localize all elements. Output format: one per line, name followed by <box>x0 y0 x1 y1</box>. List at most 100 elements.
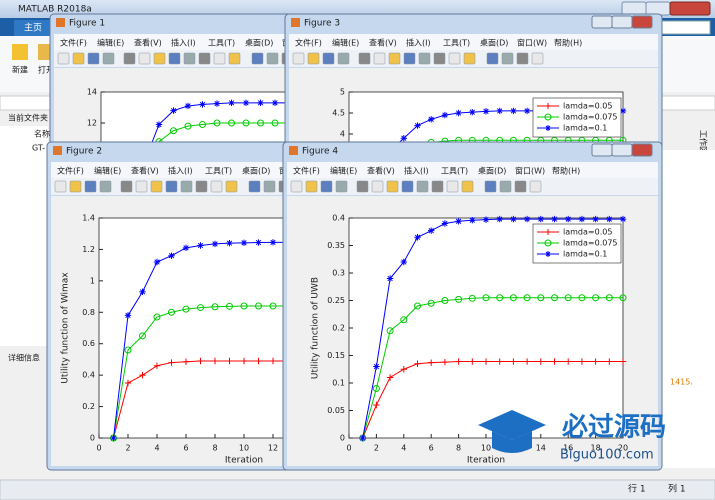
toolbar-icon[interactable] <box>531 52 544 65</box>
toolbar-icon[interactable] <box>165 180 178 193</box>
toolbar-icon[interactable] <box>135 180 148 193</box>
menu-item[interactable]: 工具(T) <box>205 167 232 176</box>
toolbar-icon[interactable] <box>150 180 163 193</box>
toolbar-icon[interactable] <box>198 52 211 65</box>
toolbar-icon[interactable] <box>337 52 350 65</box>
toolbar-icon[interactable] <box>183 52 196 65</box>
toolbar-icon[interactable] <box>486 52 499 65</box>
toolbar-icon[interactable] <box>290 180 303 193</box>
toolbar-icon[interactable] <box>120 180 133 193</box>
toolbar-icon[interactable] <box>225 180 238 193</box>
toolbar-icon[interactable] <box>322 52 335 65</box>
toolbar-icon[interactable] <box>305 180 318 193</box>
close-button[interactable] <box>631 15 653 29</box>
toolbar-icon[interactable] <box>320 180 333 193</box>
toolbar-icon[interactable] <box>463 52 476 65</box>
minimize-button[interactable] <box>621 1 647 16</box>
menu-item[interactable]: 编辑(E) <box>94 166 121 176</box>
toolbar-icon[interactable] <box>529 180 542 193</box>
toolbar-icon[interactable] <box>373 52 386 65</box>
menu-item[interactable]: 插入(I) <box>171 38 196 48</box>
toolbar-icon[interactable] <box>446 180 459 193</box>
toolbar-icon[interactable] <box>386 180 399 193</box>
menu-item[interactable]: 窗口(W) <box>517 38 547 48</box>
toolbar-icon[interactable] <box>371 180 384 193</box>
toolbar-icon[interactable] <box>448 52 461 65</box>
maximize-button[interactable] <box>611 143 633 157</box>
menu-item[interactable]: 文件(F) <box>293 166 320 176</box>
menu-item[interactable]: 插入(I) <box>404 166 429 176</box>
toolbar-icon[interactable] <box>263 180 276 193</box>
maximize-button[interactable] <box>645 1 671 16</box>
toolbar-icon[interactable] <box>516 52 529 65</box>
menu-item[interactable]: 工具(T) <box>208 39 235 48</box>
toolbar-icon[interactable] <box>499 180 512 193</box>
toolbar-icon[interactable] <box>99 180 112 193</box>
menu-item[interactable]: 工具(T) <box>443 39 470 48</box>
toolbar-icon[interactable] <box>102 52 115 65</box>
toolbar-icon[interactable] <box>461 180 474 193</box>
menu-item[interactable]: 编辑(E) <box>332 38 359 48</box>
toolbar-icon[interactable] <box>57 52 70 65</box>
minimize-button[interactable] <box>591 143 613 157</box>
toolbar-icon[interactable] <box>401 180 414 193</box>
menu-item[interactable]: 插入(I) <box>168 166 193 176</box>
toolbar-icon[interactable] <box>210 180 223 193</box>
menu-item[interactable]: 桌面(D) <box>242 166 270 176</box>
toolbar-icon[interactable] <box>388 52 401 65</box>
toolbar-icon[interactable] <box>403 52 416 65</box>
toolbar-icon[interactable] <box>72 52 85 65</box>
menu-item[interactable]: 桌面(D) <box>245 38 273 48</box>
toolbar-icon[interactable] <box>292 52 305 65</box>
menu-item[interactable]: 工具(T) <box>441 167 468 176</box>
toolbar-icon[interactable] <box>138 52 151 65</box>
toolbar-icon[interactable] <box>168 52 181 65</box>
new-icon[interactable] <box>12 44 28 60</box>
menu-item[interactable]: 帮助(H) <box>552 166 580 176</box>
toolbar-icon[interactable] <box>248 180 261 193</box>
toolbar-icon[interactable] <box>228 52 241 65</box>
toolbar-icon[interactable] <box>416 180 429 193</box>
toolbar-icon[interactable] <box>356 180 369 193</box>
toolbar-icon[interactable] <box>335 180 348 193</box>
menu-item[interactable]: 文件(F) <box>60 38 87 48</box>
toolbar-icon[interactable] <box>418 52 431 65</box>
toolbar-icon[interactable] <box>153 52 166 65</box>
minimize-button[interactable] <box>591 15 613 29</box>
toolbar-icon[interactable] <box>514 180 527 193</box>
toolbar-icon[interactable] <box>213 52 226 65</box>
close-button[interactable] <box>631 143 653 157</box>
toolbar-icon[interactable] <box>484 180 497 193</box>
close-button[interactable] <box>669 1 711 16</box>
maximize-button[interactable] <box>611 15 633 29</box>
toolbar-icon[interactable] <box>123 52 136 65</box>
toolbar-icon[interactable] <box>195 180 208 193</box>
toolbar-icon[interactable] <box>180 180 193 193</box>
menu-item[interactable]: 窗口(W) <box>515 166 545 176</box>
toolbar-icon[interactable] <box>84 180 97 193</box>
menu-item[interactable]: 编辑(E) <box>330 166 357 176</box>
menu-item[interactable]: 桌面(D) <box>480 38 508 48</box>
menu-item[interactable]: 插入(I) <box>406 38 431 48</box>
toolbar-icon[interactable] <box>266 52 279 65</box>
toolbar-icon[interactable] <box>307 52 320 65</box>
y-axis-label: Utility function of UWB <box>311 277 321 379</box>
toolbar-icon[interactable] <box>69 180 82 193</box>
menu-item[interactable]: 文件(F) <box>295 38 322 48</box>
menu-item[interactable]: 编辑(E) <box>97 38 124 48</box>
toolbar-icon[interactable] <box>431 180 444 193</box>
menu-item[interactable]: 帮助(H) <box>554 38 582 48</box>
toolbar-icon[interactable] <box>251 52 264 65</box>
toolbar-icon[interactable] <box>433 52 446 65</box>
toolbar-icon[interactable] <box>54 180 67 193</box>
menu-item[interactable]: 查看(V) <box>369 38 397 48</box>
toolbar-icon[interactable] <box>358 52 371 65</box>
menu-item[interactable]: 查看(V) <box>134 38 162 48</box>
menu-item[interactable]: 查看(V) <box>367 166 395 176</box>
toolbar-icon[interactable] <box>87 52 100 65</box>
home-tab[interactable] <box>14 20 52 36</box>
menu-item[interactable]: 文件(F) <box>57 166 84 176</box>
menu-item[interactable]: 桌面(D) <box>478 166 506 176</box>
toolbar-icon[interactable] <box>501 52 514 65</box>
menu-item[interactable]: 查看(V) <box>131 166 159 176</box>
